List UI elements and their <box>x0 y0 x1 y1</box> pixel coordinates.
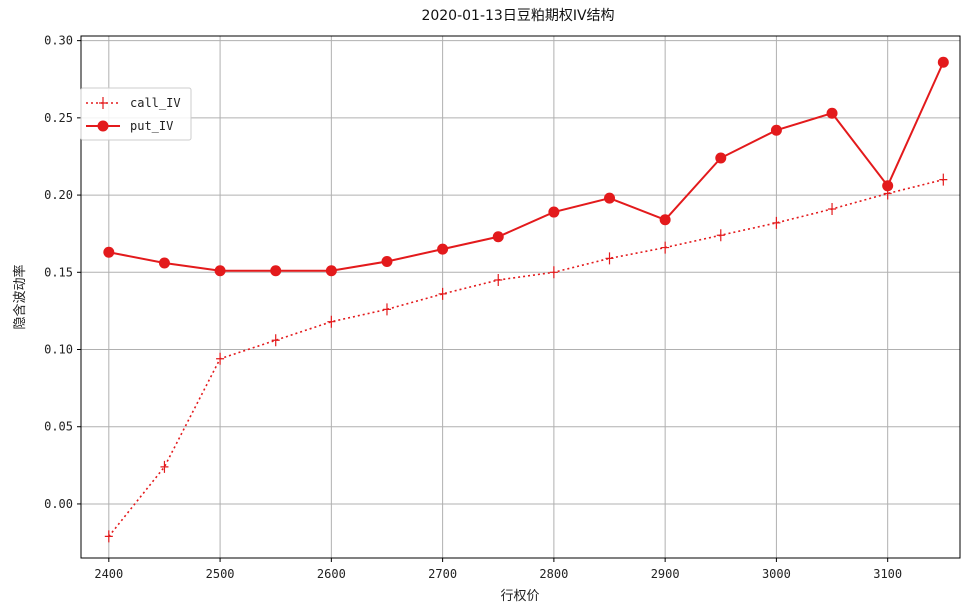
plot-frame <box>80 35 961 559</box>
data-point-put-iv <box>158 257 170 269</box>
y-tick-label: 0.10 <box>44 343 73 357</box>
series-line-put-iv <box>108 61 945 272</box>
data-point-put-iv <box>826 107 838 119</box>
y-tick-label: 0.00 <box>44 497 73 511</box>
data-point-put-iv <box>715 152 727 164</box>
x-tick-label: 2500 <box>206 567 235 581</box>
data-point-put-iv <box>548 206 560 218</box>
y-tick-label: 0.25 <box>44 111 73 125</box>
data-point-call-iv <box>216 352 225 365</box>
y-tick-label: 0.15 <box>44 265 73 279</box>
data-point-put-iv <box>659 214 671 226</box>
data-point-put-iv <box>937 56 949 68</box>
data-point-call-iv <box>716 229 725 242</box>
data-point-put-iv <box>103 246 115 258</box>
x-tick-label: 2400 <box>94 567 123 581</box>
data-point-put-iv <box>882 180 894 192</box>
y-tick-label: 0.20 <box>44 188 73 202</box>
x-tick-label: 2800 <box>539 567 568 581</box>
data-point-call-iv <box>104 530 113 543</box>
data-point-call-iv <box>327 315 336 328</box>
data-point-put-iv <box>604 192 616 204</box>
legend-marker-put-iv <box>97 120 109 132</box>
data-point-call-iv <box>494 274 503 287</box>
legend-entry-put-iv: put_IV <box>86 119 173 133</box>
data-point-call-iv <box>160 460 169 473</box>
data-point-call-iv <box>605 252 614 265</box>
data-point-put-iv <box>492 231 504 243</box>
data-point-call-iv <box>382 303 391 316</box>
legend-label-call-iv: call_IV <box>130 96 181 110</box>
data-point-put-iv <box>437 243 449 255</box>
x-tick-label: 2900 <box>651 567 680 581</box>
y-tick-label: 0.05 <box>44 420 73 434</box>
data-point-call-iv <box>939 173 948 186</box>
x-tick-label: 2700 <box>428 567 457 581</box>
x-tick-label: 2600 <box>317 567 346 581</box>
data-point-put-iv <box>214 265 226 277</box>
y-tick-label: 0.30 <box>44 34 73 48</box>
data-point-put-iv <box>270 265 282 277</box>
data-point-call-iv <box>549 266 558 279</box>
legend-label-put-iv: put_IV <box>130 119 173 133</box>
series-layer <box>103 56 949 543</box>
legend-entry-call-iv: call_IV <box>86 96 181 110</box>
data-point-call-iv <box>828 202 837 215</box>
x-tick-label: 3000 <box>762 567 791 581</box>
data-point-call-iv <box>661 241 670 254</box>
y-axis-label: 隐含波动率 <box>12 264 28 329</box>
series-line-call-iv <box>108 178 944 537</box>
legend: call_IV put_IV <box>80 87 192 141</box>
x-tick-label: 3100 <box>873 567 902 581</box>
data-point-put-iv <box>325 265 337 277</box>
x-axis-label: 行权价 <box>500 588 539 604</box>
data-point-put-iv <box>770 124 782 136</box>
data-point-call-iv <box>271 334 280 347</box>
data-point-call-iv <box>772 216 781 229</box>
chart-title: 2020-01-13日豆粕期权IV结构 <box>421 8 614 24</box>
legend-marker-call-iv <box>99 97 107 109</box>
tick-layer: 2400 2500 2600 2700 2800 2900 3000 3100 0.00 0.05… <box>44 34 902 581</box>
data-point-put-iv <box>381 255 393 267</box>
data-point-call-iv <box>438 287 447 300</box>
